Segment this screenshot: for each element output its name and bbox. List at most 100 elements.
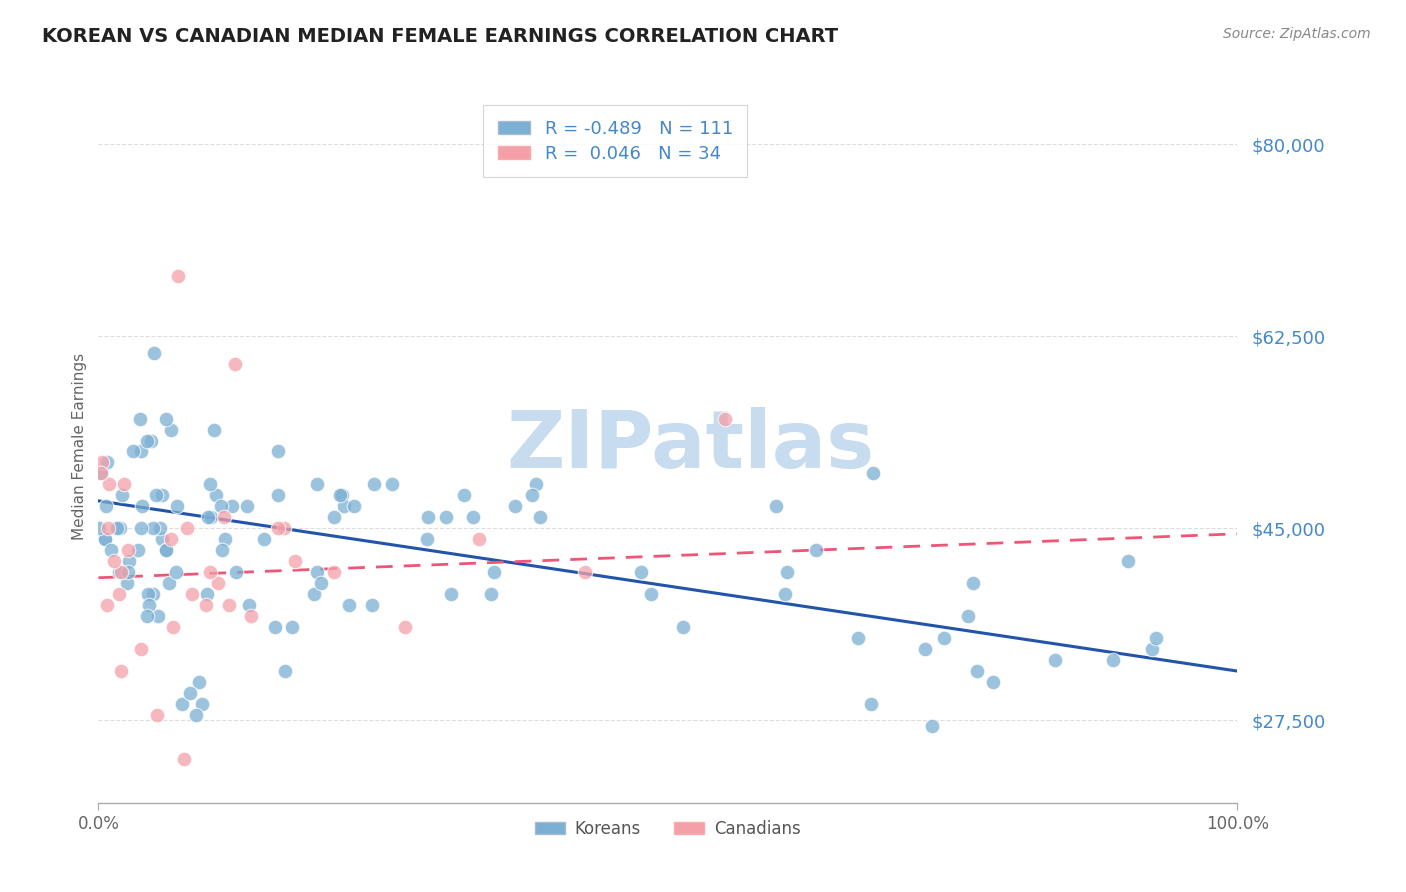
Point	[453, 488, 475, 502]
Point	[381, 477, 404, 491]
Point	[90, 455, 112, 469]
Point	[155, 543, 177, 558]
Point	[520, 488, 543, 502]
Point	[87, 521, 110, 535]
Point	[273, 664, 295, 678]
Point	[94, 500, 117, 514]
Point	[97, 477, 120, 491]
Point	[150, 488, 173, 502]
Point	[94, 533, 117, 547]
Point	[198, 477, 221, 491]
Point	[162, 620, 184, 634]
Point	[173, 752, 195, 766]
Point	[1140, 642, 1163, 657]
Point	[1116, 554, 1139, 568]
Point	[468, 533, 491, 547]
Point	[267, 521, 290, 535]
Point	[264, 620, 287, 634]
Point	[146, 708, 169, 723]
Point	[149, 521, 172, 535]
Point	[129, 411, 152, 425]
Point	[1043, 653, 1066, 667]
Point	[225, 566, 247, 580]
Point	[394, 620, 416, 634]
Point	[200, 566, 222, 580]
Point	[343, 500, 366, 514]
Point	[167, 268, 190, 283]
Point	[127, 543, 149, 558]
Point	[574, 566, 596, 580]
Point	[155, 543, 177, 558]
Point	[337, 598, 360, 612]
Point	[630, 566, 652, 580]
Point	[209, 500, 232, 514]
Point	[200, 510, 222, 524]
Point	[136, 609, 159, 624]
Point	[111, 488, 134, 502]
Point	[176, 521, 198, 535]
Point	[160, 533, 183, 547]
Point	[529, 510, 551, 524]
Point	[934, 631, 956, 645]
Point	[329, 488, 352, 502]
Point	[105, 521, 128, 535]
Point	[323, 510, 346, 524]
Point	[1102, 653, 1125, 667]
Point	[100, 543, 122, 558]
Point	[672, 620, 695, 634]
Point	[197, 510, 219, 524]
Point	[284, 554, 307, 568]
Point	[765, 500, 787, 514]
Point	[273, 521, 295, 535]
Point	[202, 423, 225, 437]
Point	[221, 500, 243, 514]
Point	[180, 587, 202, 601]
Point	[170, 697, 193, 711]
Point	[218, 598, 240, 612]
Point	[224, 357, 246, 371]
Point	[524, 477, 547, 491]
Point	[956, 609, 979, 624]
Y-axis label: Median Female Earnings: Median Female Earnings	[72, 352, 87, 540]
Point	[90, 467, 112, 481]
Point	[112, 477, 135, 491]
Point	[157, 576, 180, 591]
Point	[138, 587, 160, 601]
Point	[267, 444, 290, 458]
Point	[503, 500, 526, 514]
Point	[846, 631, 869, 645]
Point	[207, 576, 229, 591]
Point	[143, 345, 166, 359]
Point	[281, 620, 304, 634]
Point	[239, 609, 262, 624]
Point	[166, 500, 188, 514]
Point	[115, 576, 138, 591]
Point	[981, 675, 1004, 690]
Point	[96, 598, 118, 612]
Point	[211, 543, 233, 558]
Point	[107, 587, 129, 601]
Point	[461, 510, 484, 524]
Point	[160, 423, 183, 437]
Point	[103, 554, 125, 568]
Point	[117, 543, 139, 558]
Point	[238, 598, 260, 612]
Legend: Koreans, Canadians: Koreans, Canadians	[529, 814, 807, 845]
Point	[212, 510, 235, 524]
Point	[479, 587, 502, 601]
Point	[108, 566, 131, 580]
Point	[440, 587, 463, 601]
Point	[482, 566, 505, 580]
Point	[129, 521, 152, 535]
Point	[131, 642, 153, 657]
Point	[121, 444, 143, 458]
Point	[214, 533, 236, 547]
Point	[204, 488, 226, 502]
Point	[90, 467, 112, 481]
Point	[323, 566, 346, 580]
Point	[188, 675, 211, 690]
Point	[806, 543, 828, 558]
Point	[859, 697, 882, 711]
Point	[195, 587, 218, 601]
Point	[139, 434, 162, 448]
